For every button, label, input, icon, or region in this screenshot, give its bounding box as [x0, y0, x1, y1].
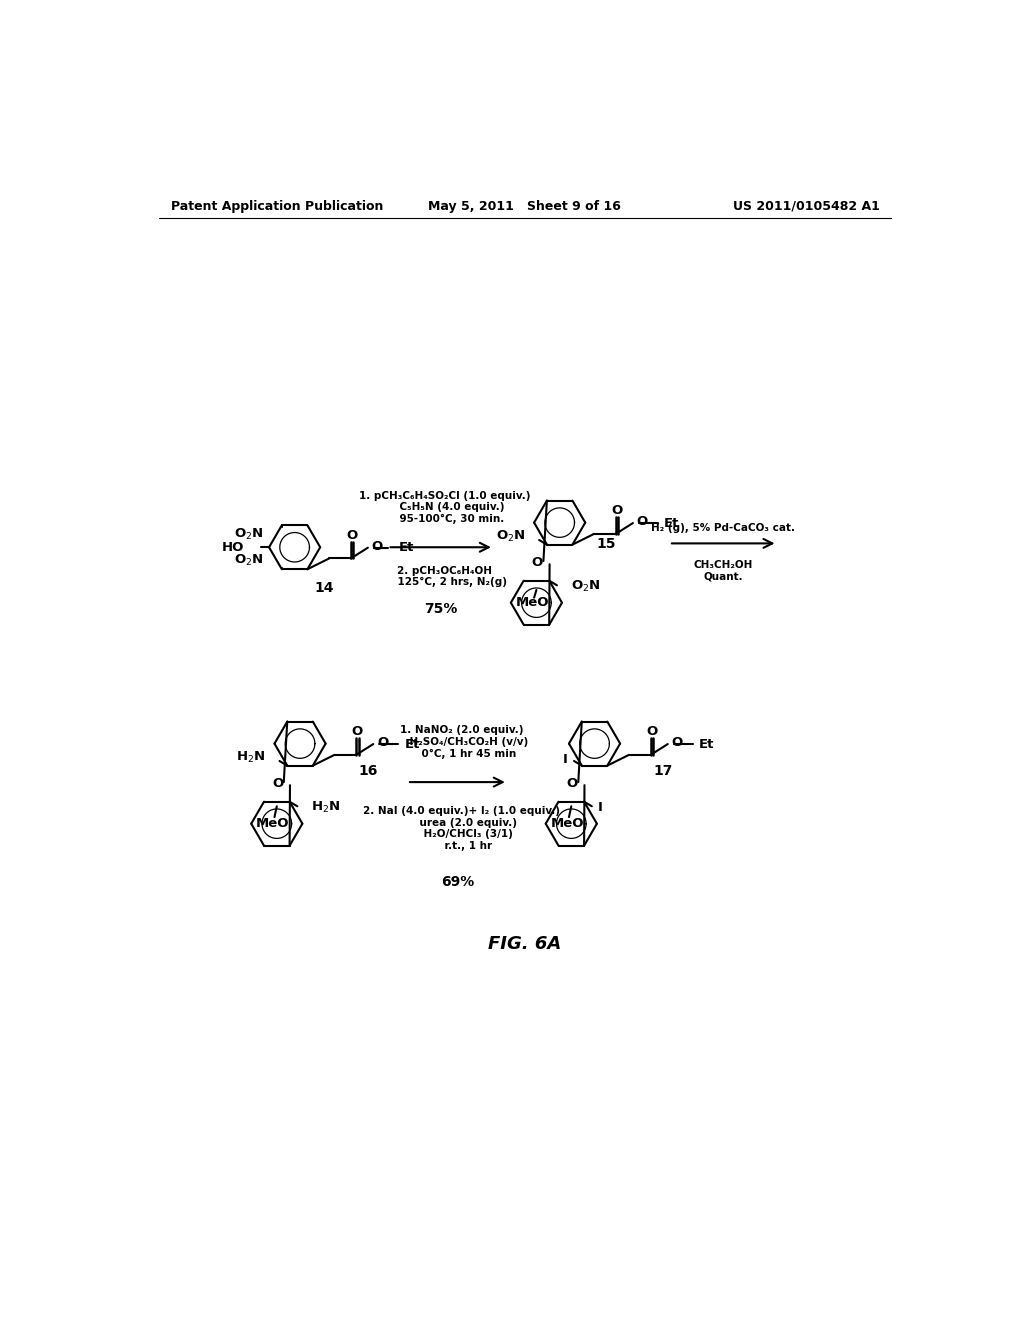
Text: MeO: MeO	[516, 595, 549, 609]
Text: O: O	[372, 540, 383, 553]
Text: O: O	[672, 737, 683, 748]
Text: FIG. 6A: FIG. 6A	[488, 935, 561, 953]
Text: 17: 17	[653, 764, 673, 779]
Text: MeO: MeO	[551, 817, 584, 830]
Text: Patent Application Publication: Patent Application Publication	[171, 199, 383, 213]
Text: Et: Et	[664, 516, 679, 529]
Text: O$_2$N: O$_2$N	[233, 553, 263, 568]
Text: 1. pCH₃C₆H₄SO₂Cl (1.0 equiv.)
    C₅H₅N (4.0 equiv.)
    95-100°C, 30 min.: 1. pCH₃C₆H₄SO₂Cl (1.0 equiv.) C₅H₅N (4.0…	[358, 491, 530, 524]
Text: O: O	[531, 556, 543, 569]
Text: 15: 15	[596, 537, 615, 552]
Text: O$_2$N: O$_2$N	[233, 527, 263, 543]
Text: CH₃CH₂OH
Quant.: CH₃CH₂OH Quant.	[693, 560, 753, 581]
Text: O: O	[646, 725, 657, 738]
Text: 16: 16	[358, 764, 378, 779]
Text: I: I	[598, 801, 603, 814]
Text: May 5, 2011   Sheet 9 of 16: May 5, 2011 Sheet 9 of 16	[428, 199, 622, 213]
Text: H₂ (g), 5% Pd-CaCO₃ cat.: H₂ (g), 5% Pd-CaCO₃ cat.	[651, 523, 796, 533]
Text: O: O	[272, 777, 284, 791]
Text: 75%: 75%	[424, 602, 458, 616]
Text: O$_2$N: O$_2$N	[496, 529, 525, 544]
Text: O: O	[566, 777, 578, 791]
Text: I: I	[563, 752, 568, 766]
Text: H$_2$N: H$_2$N	[311, 800, 341, 816]
Text: O$_2$N: O$_2$N	[571, 579, 600, 594]
Text: Et: Et	[698, 738, 714, 751]
Text: O: O	[351, 725, 362, 738]
Text: O: O	[611, 504, 623, 517]
Text: HO: HO	[222, 541, 245, 554]
Text: O: O	[377, 737, 388, 748]
Text: 69%: 69%	[440, 875, 474, 890]
Text: 2. pCH₃OC₆H₄OH
    125°C, 2 hrs, N₂(g): 2. pCH₃OC₆H₄OH 125°C, 2 hrs, N₂(g)	[383, 566, 507, 587]
Text: 1. NaNO₂ (2.0 equiv.)
    H₂SO₄/CH₃CO₂H (v/v)
    0°C, 1 hr 45 min: 1. NaNO₂ (2.0 equiv.) H₂SO₄/CH₃CO₂H (v/v…	[394, 726, 528, 759]
Text: O: O	[637, 515, 648, 528]
Text: H$_2$N: H$_2$N	[237, 750, 265, 766]
Text: US 2011/0105482 A1: US 2011/0105482 A1	[733, 199, 880, 213]
Text: Et: Et	[404, 738, 420, 751]
Text: O: O	[346, 529, 357, 543]
Text: 14: 14	[314, 581, 334, 595]
Text: Et: Et	[399, 541, 415, 554]
Text: 2. NaI (4.0 equiv.)+ I₂ (1.0 equiv.)
    urea (2.0 equiv.)
    H₂O/CHCl₃ (3/1)
 : 2. NaI (4.0 equiv.)+ I₂ (1.0 equiv.) ure…	[362, 807, 560, 850]
Text: MeO: MeO	[256, 817, 290, 830]
